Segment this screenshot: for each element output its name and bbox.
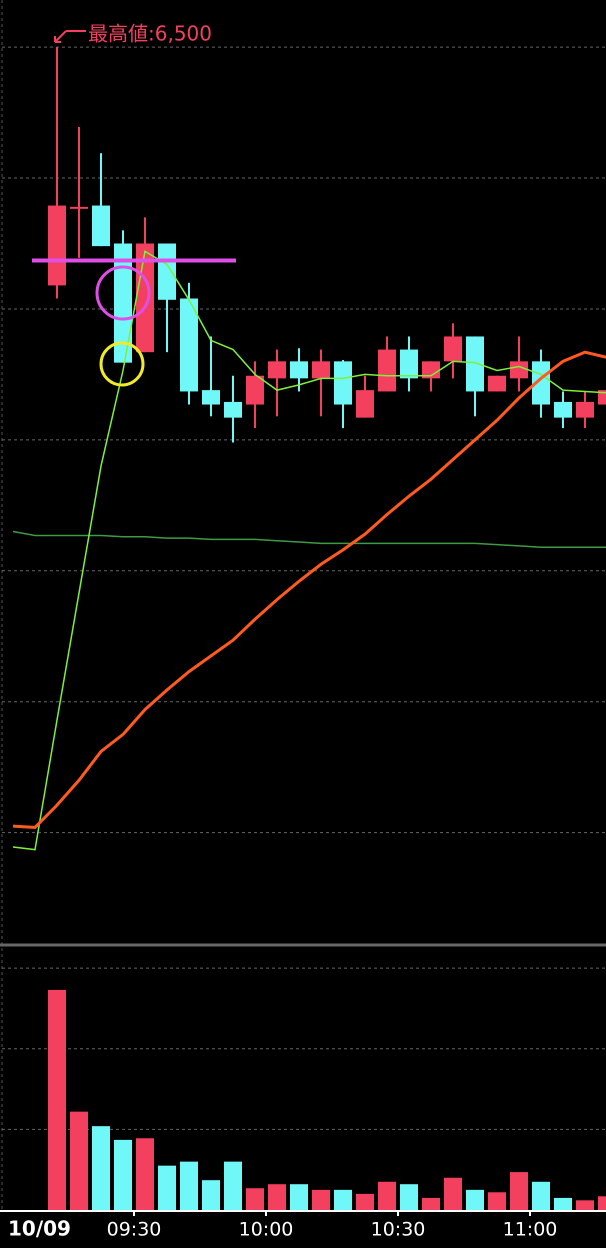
volume-bar [356,1193,374,1210]
candle-body [334,361,352,405]
volume-bar [268,1184,286,1210]
volume-bar [554,1197,572,1210]
candle-body [510,361,528,379]
x-tick-label: 09:30 [107,1219,162,1241]
volume-bar [70,1111,88,1210]
candle-body [290,361,308,379]
candle-body [400,349,418,379]
candle-body [158,243,176,300]
moving-average [12,350,606,829]
candle-body [246,375,264,405]
moving-average [12,250,606,851]
candle-body [268,361,286,379]
volume-bar [136,1138,154,1210]
volume-bar [114,1139,132,1210]
volume-bar [510,1172,528,1210]
volume-bar [422,1197,440,1210]
plot: 09:30 10:00 10:30 11:00 [2,46,606,1241]
volume-bar [48,989,66,1210]
candle-body [180,298,198,392]
volume-bar [92,1126,110,1210]
candle-body [224,401,242,418]
date-label: 10/09 [8,1217,71,1241]
x-tick-label: 11:00 [503,1219,558,1241]
candle-body [598,390,606,405]
volume-bar [224,1161,242,1210]
high-annotation: 最高値:6,500 [88,22,212,46]
highlight-circle [99,341,145,387]
candle-body [312,361,330,379]
volume-bar [444,1177,462,1210]
volume-bar [180,1161,198,1210]
candle-body [576,401,594,418]
volume-bar [488,1192,506,1210]
volume-bar [378,1181,396,1210]
volume-bar [576,1200,594,1210]
volume-bar [312,1189,330,1210]
candle-body [378,349,396,392]
volume-bar [532,1181,550,1210]
moving-average [12,530,606,548]
candle-body [202,390,220,405]
candle-body [356,390,374,418]
x-tick-label: 10:00 [239,1219,294,1241]
volume-bar [466,1189,484,1210]
candle-body [136,243,154,353]
volume-bar [334,1189,352,1210]
candle-body [422,361,440,379]
candle-body [48,205,66,286]
volume-bar [202,1180,220,1210]
volume-bar [246,1188,264,1210]
candle-body [488,375,506,392]
candle-body [554,401,572,418]
candle-body [114,243,132,363]
volume-bar [598,1196,606,1210]
annotation-arrow [54,30,86,43]
candle-body [444,336,462,362]
x-tick-label: 10:30 [371,1219,426,1241]
volume-bar [400,1184,418,1210]
candle-body [92,205,110,247]
candle-body [70,206,88,209]
highlight-circle [95,265,151,321]
volume-bar [290,1184,308,1210]
candle-body [466,336,484,392]
volume-bar [158,1165,176,1210]
